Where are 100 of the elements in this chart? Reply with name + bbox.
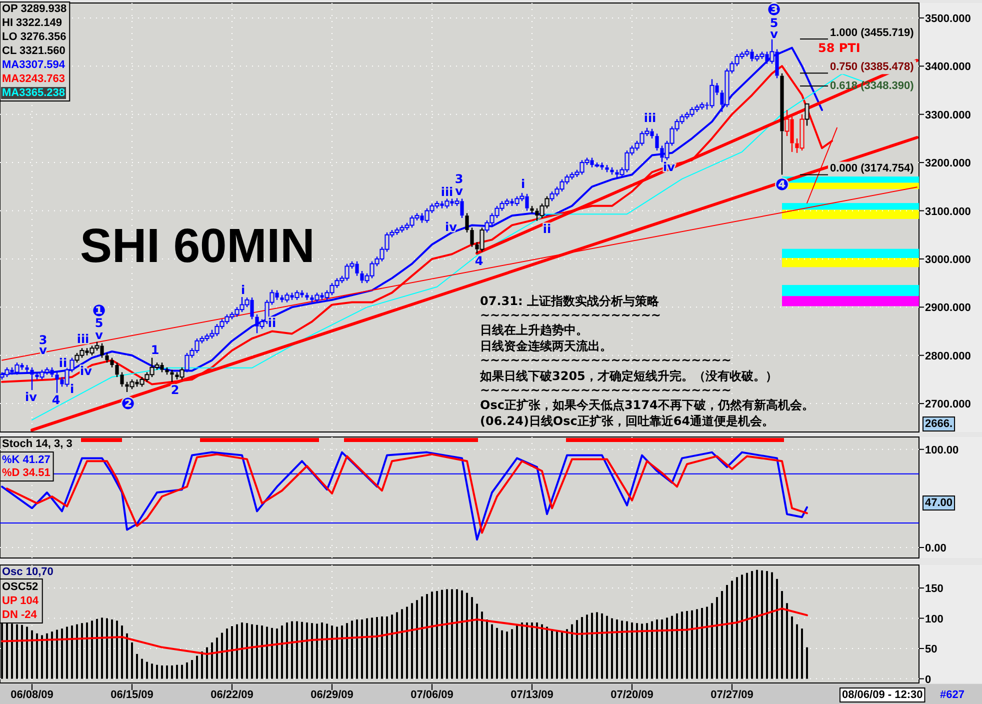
bar (761, 570, 763, 679)
bar (681, 612, 683, 679)
y-tick-label: 3500.000 (925, 12, 971, 25)
bar (581, 617, 583, 679)
bar (41, 635, 43, 679)
bar (451, 589, 453, 679)
annotation: OP 3289.938 (2, 3, 67, 15)
bar (751, 571, 753, 679)
annotation: ~~~~~~~~~~~~~~~~~~~~~~~~~ (480, 383, 732, 397)
bar (116, 620, 118, 679)
y-tick-label: 3400.000 (925, 61, 971, 74)
text: 2666. (925, 418, 953, 430)
bar (351, 620, 353, 679)
bar (731, 580, 733, 679)
bar (746, 572, 748, 679)
chart-title: Stoch 14, 3, 3 (2, 438, 72, 450)
bar (656, 619, 658, 679)
bar (246, 623, 248, 679)
annotation: 58 PTI (818, 41, 860, 55)
bar (766, 571, 768, 679)
annotation: Osc正扩张，如果今天低点3174不再下破，仍然有新高机会。 (480, 398, 814, 412)
bar (686, 610, 688, 679)
annotation: v (455, 184, 464, 198)
bar (691, 610, 693, 679)
annotation: ~~~~~~~~~~~~~~~~~~~~~~~~~ (480, 353, 732, 367)
chart-title: Osc 10,70 (2, 566, 54, 578)
bar (176, 664, 178, 679)
bar (51, 632, 53, 679)
bar (36, 633, 38, 679)
bar (776, 578, 778, 679)
bar (466, 592, 468, 679)
y-tick-label: 0 (925, 674, 932, 686)
bar (666, 618, 668, 679)
annotation: ~~~~~~~~~~~~~~~~~~ (480, 308, 661, 322)
bar (166, 665, 168, 679)
x-tick-label: 06/15/09 (110, 689, 154, 701)
bar (406, 606, 408, 679)
y-tick-label: 2700.000 (925, 398, 971, 411)
annotation: LO 3276.356 (2, 31, 66, 43)
y-tick-label: 2900.000 (925, 302, 971, 314)
y-tick-label: 0.00 (925, 542, 946, 554)
bar (71, 626, 73, 679)
annotation: 日线在上升趋势中。 (480, 323, 588, 337)
annotation: UP 104 (2, 595, 40, 607)
bar (636, 623, 638, 679)
bar (141, 658, 143, 679)
bar (701, 608, 703, 679)
text: MA3365.238 (2, 87, 65, 99)
bar (231, 626, 233, 679)
bar (436, 591, 438, 679)
bar (111, 619, 113, 679)
bar (331, 626, 333, 679)
x-tick-label: 06/29/09 (310, 689, 354, 701)
bar (531, 622, 533, 679)
annotation: iii (644, 111, 656, 125)
annotation: i (240, 283, 246, 297)
bar (31, 630, 33, 679)
bar (191, 660, 193, 679)
bar (56, 630, 58, 679)
annotation: 如果日线下破3205，才确定短线升完。（没有收破。） (479, 369, 778, 383)
bar (256, 624, 258, 679)
bar (26, 626, 28, 679)
bar (371, 618, 373, 679)
bar (101, 618, 103, 679)
text: MA3307.594 (2, 59, 66, 71)
bar (426, 594, 428, 679)
bar (421, 596, 423, 679)
bar (316, 624, 318, 679)
bar (586, 614, 588, 679)
bar (106, 618, 108, 679)
bar (96, 618, 98, 679)
bar (611, 618, 613, 679)
bar (661, 619, 663, 679)
bar (496, 628, 498, 679)
text: 08/06/09 - 12:30 (842, 689, 923, 701)
bar (226, 628, 228, 679)
bar (181, 664, 183, 679)
annotation: iv (445, 220, 458, 234)
bar (411, 603, 413, 679)
bar (461, 590, 463, 679)
bar (161, 665, 163, 679)
y-tick-label: 50 (925, 644, 938, 656)
bar (736, 577, 738, 679)
y-tick-label: 100.00 (925, 444, 959, 456)
annotation: ❸ (767, 0, 781, 19)
bar (416, 600, 418, 679)
annotation: HI 3322.149 (2, 17, 62, 29)
bar (311, 623, 313, 679)
annotation: ❷ (121, 394, 135, 413)
bar (771, 572, 773, 679)
annotation: 0.000 (3174.754) (830, 162, 914, 175)
bar (431, 592, 433, 679)
bar (551, 629, 553, 679)
bar (221, 632, 223, 679)
y-tick-label: 3200.000 (925, 158, 971, 170)
bar (626, 621, 628, 679)
bar (86, 622, 88, 679)
annotation: 日线资金连续两天流出。 (480, 339, 612, 353)
bar (391, 614, 393, 679)
bar (346, 623, 348, 679)
